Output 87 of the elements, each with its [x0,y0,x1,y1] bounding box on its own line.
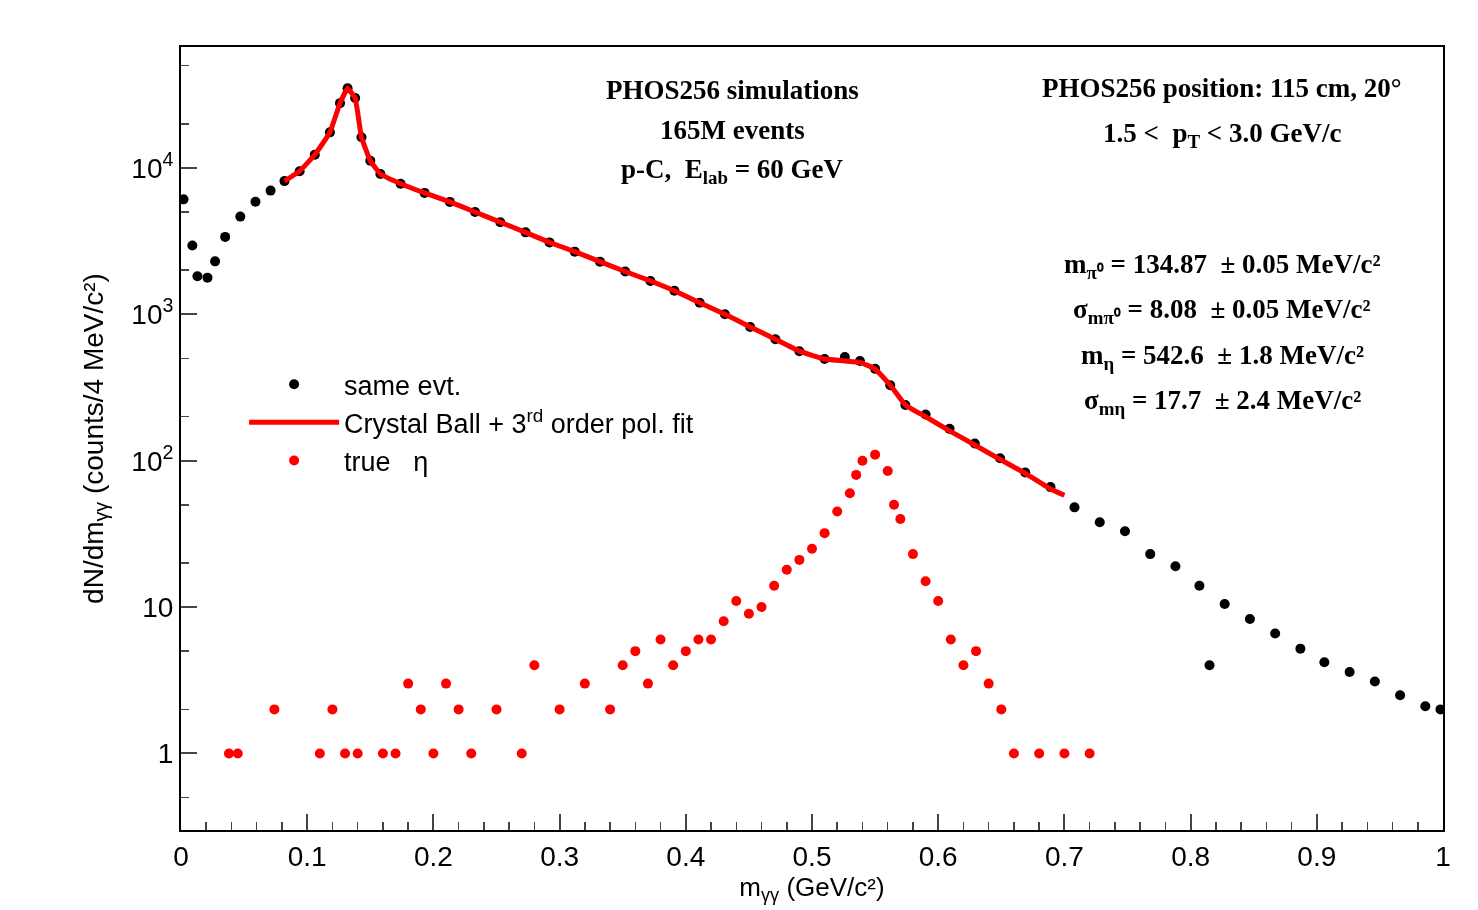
point [617,660,628,671]
x-tick-label: 0.4 [666,840,706,872]
point [819,528,830,539]
point [933,596,944,607]
point [693,634,704,645]
point [882,466,893,477]
point [655,634,666,645]
point [1059,748,1070,759]
legend-label: true η [344,446,429,477]
point [605,704,616,715]
point [491,704,502,715]
point [958,660,969,671]
y-tick-label: 1 [157,738,174,770]
y-tick-label: 10$^{3}$ [131,294,174,331]
point [996,704,1007,715]
point [1008,748,1019,759]
point [907,549,918,560]
point [706,634,717,645]
point [642,678,653,689]
annotation: PHOS256 simulations [606,75,859,105]
x-tick-label: 0.8 [1171,840,1211,872]
point [794,554,805,565]
point [428,748,439,759]
annotation: m$_{η}$ = 542.6 ± 1.8 MeV/c² [1081,340,1364,374]
x-tick-label: 0.3 [540,840,580,872]
point [516,748,527,759]
annotation: 165M events [660,115,805,145]
point [340,748,351,759]
point [844,488,855,499]
point [731,596,742,607]
point [769,580,780,591]
point [390,748,401,759]
point [895,513,906,524]
y-tick-label: 10 [142,591,174,623]
point [579,678,590,689]
annotation: σ$_{mπ⁰}$ = 8.08 ± 0.05 MeV/c² [1073,294,1371,328]
point [870,449,881,460]
point [314,748,325,759]
point [743,608,754,619]
x-tick-label: 0.2 [413,840,453,872]
point [403,678,414,689]
point [377,748,388,759]
point [529,660,540,671]
point [1034,748,1045,759]
point [352,748,363,759]
annotation: p-C, E$_{lab}$ = 60 GeV [621,154,844,188]
x-tick-label: 0.5 [792,840,832,872]
x-tick-label: 0.1 [287,840,327,872]
point [756,602,767,613]
x-tick-label: 0.9 [1297,840,1337,872]
point [680,646,691,657]
point [857,455,868,466]
point [807,543,817,554]
point [441,678,452,689]
annotation: PHOS256 position: 115 cm, 20° [1042,73,1402,103]
y-tick-label: 10$^{2}$ [131,440,174,477]
point [327,704,338,715]
point [554,704,565,715]
x-tick-label: 0.7 [1044,840,1084,872]
x-axis-title: m$_{γγ}$ (GeV/c²) [739,871,885,906]
point [668,660,679,671]
legend-label: same evt. [344,370,462,401]
annotation: m$_{π⁰}$ = 134.87 ± 0.05 MeV/c² [1064,249,1381,283]
annotation: σ$_{mη}$ = 17.7 ± 2.4 MeV/c² [1084,385,1362,419]
point [851,469,862,480]
point [415,704,426,715]
point [718,616,729,627]
y-tick-label: 10$^{4}$ [131,147,174,184]
point [781,564,792,575]
point [630,646,641,657]
annotation: 1.5 < p$_{T}$ < 3.0 GeV/c [1103,118,1342,152]
point [889,499,900,510]
x-tick-label: 0 [173,840,189,872]
point [920,576,931,587]
point [223,748,234,759]
point [971,646,982,657]
x-tick-label: 0.6 [918,840,958,872]
point [945,634,956,645]
point [232,748,243,759]
point [466,748,477,759]
x-tick-label: 1 [1435,840,1451,872]
point [1084,748,1095,759]
legend-label: Crystal Ball + 3$^{rd}$ order pol. fit [344,404,694,439]
point [453,704,464,715]
point [983,678,994,689]
point [832,506,843,517]
point [269,704,280,715]
